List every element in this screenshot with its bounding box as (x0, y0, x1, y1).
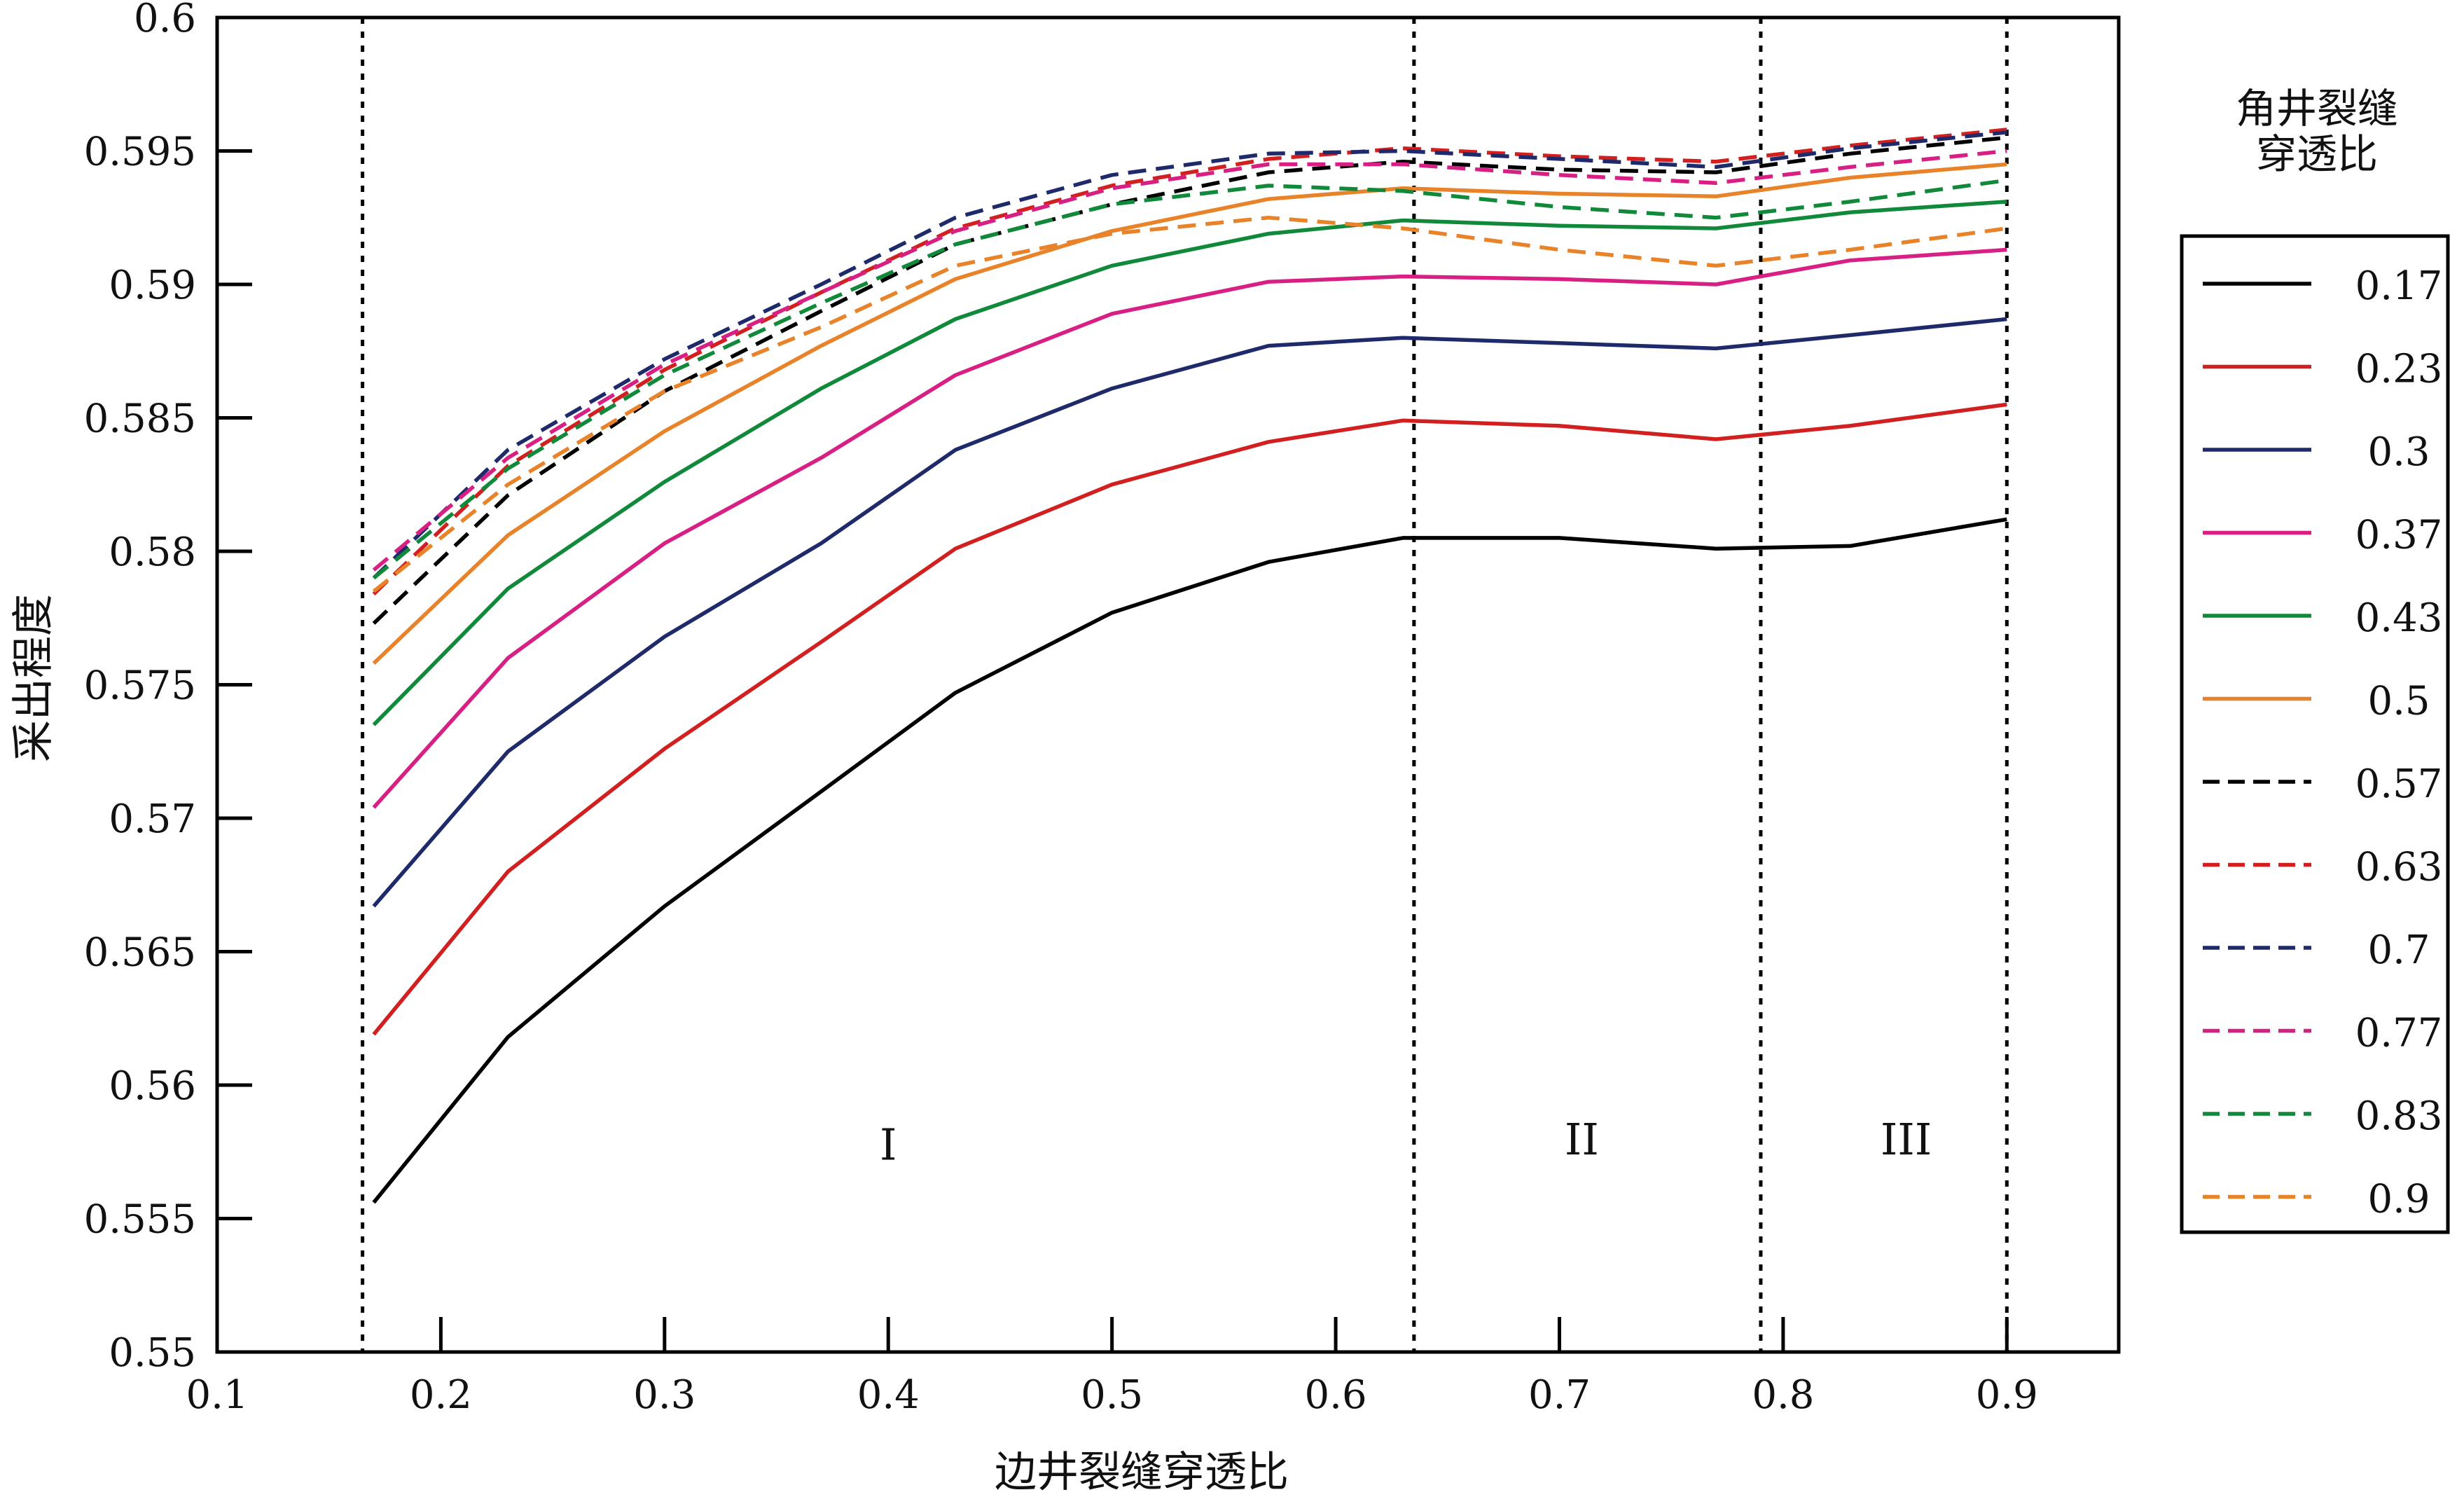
legend-title: 角井裂缝穿透比 (2236, 85, 2398, 178)
legend-label-0.5: 0.5 (2367, 679, 2430, 724)
legend-label-0.3: 0.3 (2367, 429, 2430, 475)
legend: 角井裂缝穿透比 0.170.230.30.370.430.50.570.630.… (2180, 85, 2450, 1234)
legend-label-0.37: 0.37 (2355, 513, 2443, 558)
legend-label-0.17: 0.17 (2355, 263, 2443, 309)
x-tick-label-3: 0.4 (857, 1372, 920, 1418)
series-line-0.77 (372, 149, 2007, 572)
series-line-0.37 (372, 247, 2007, 809)
x-tick-label-4: 0.5 (1081, 1372, 1143, 1418)
y-tick-label-8: 0.59 (109, 263, 196, 308)
y-tick-label-7: 0.585 (84, 396, 196, 442)
series-line-0.7 (372, 130, 2007, 580)
legend-label-0.9: 0.9 (2367, 1177, 2430, 1222)
legend-label-0.43: 0.43 (2355, 595, 2443, 641)
y-tick-label-6: 0.58 (109, 530, 196, 575)
legend-box (2180, 234, 2450, 1234)
y-tick-label-1: 0.555 (84, 1197, 196, 1243)
x-tick-label-1: 0.2 (410, 1372, 472, 1418)
x-tick-label-0: 0.1 (186, 1372, 248, 1418)
y-tick-label-3: 0.565 (84, 930, 196, 976)
legend-label-0.57: 0.57 (2355, 761, 2443, 807)
y-tick-label-0: 0.55 (109, 1330, 196, 1376)
plot-background (217, 18, 2119, 1352)
series-line-0.43 (372, 200, 2007, 726)
legend-label-0.63: 0.63 (2355, 845, 2443, 890)
y-tick-label-5: 0.575 (84, 663, 196, 709)
region-label-0: I (880, 1119, 897, 1171)
series-line-0.3 (372, 317, 2007, 908)
plot-area (217, 18, 2119, 1352)
region-divider-lines (361, 18, 2009, 1352)
y-tick-label-9: 0.595 (84, 130, 196, 175)
y-tick-label-2: 0.56 (109, 1063, 196, 1109)
region-labels: I II III (880, 1114, 1932, 1171)
x-tick-label-7: 0.8 (1752, 1372, 1814, 1418)
x-axis-ticks: 0.1 0.2 0.3 0.4 0.5 0.6 0.7 0.8 0.9 (186, 1317, 2038, 1418)
legend-label-0.7: 0.7 (2367, 927, 2430, 973)
series-lines (372, 127, 2007, 1204)
series-line-0.17 (372, 517, 2007, 1204)
y-tick-label-4: 0.57 (109, 796, 196, 842)
x-axis-label: 边井裂缝穿透比 (995, 1448, 1289, 1497)
series-line-0.9 (372, 215, 2007, 593)
y-axis-ticks: 0.55 0.555 0.56 0.565 0.57 0.575 0.58 0.585 0.59… (84, 0, 252, 1376)
legend-label-0.83: 0.83 (2355, 1093, 2443, 1139)
series-line-0.83 (372, 178, 2007, 580)
series-line-0.63 (372, 127, 2007, 595)
legend-label-0.23: 0.23 (2355, 347, 2443, 392)
series-line-0.23 (372, 402, 2007, 1036)
region-label-1: II (1565, 1114, 1599, 1165)
legend-items: 0.17 0.23 0.3 0.37 0.43 0.5 0.57 0.63 0.7 0.77 0.8… (2203, 263, 2442, 1222)
x-tick-label-2: 0.3 (633, 1372, 695, 1418)
x-tick-label-5: 0.6 (1305, 1372, 1367, 1418)
series-line-0.5 (372, 162, 2007, 665)
y-axis-label: 采出程度 (9, 594, 58, 762)
region-label-2: III (1881, 1114, 1932, 1165)
legend-label-0.77: 0.77 (2355, 1011, 2443, 1056)
x-tick-label-8: 0.9 (1976, 1372, 2038, 1418)
x-tick-label-6: 0.7 (1528, 1372, 1591, 1418)
y-tick-label-10: 0.6 (134, 0, 196, 41)
